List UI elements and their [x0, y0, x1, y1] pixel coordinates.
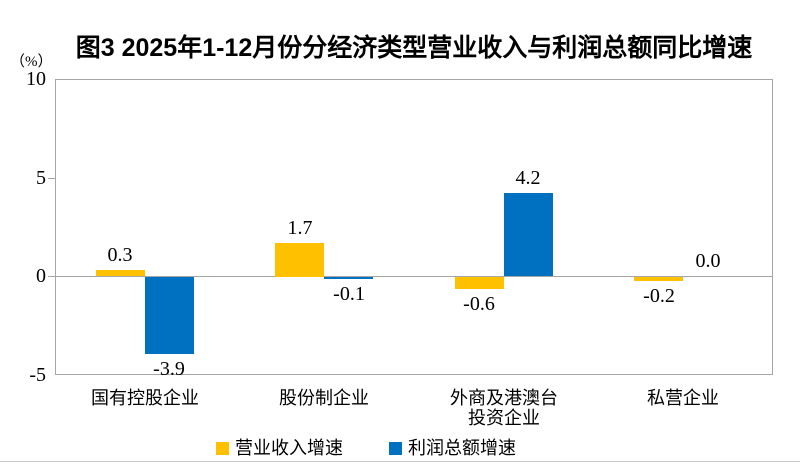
- zero-gridline: [55, 276, 773, 277]
- legend-item: 利润总额增速: [389, 437, 516, 459]
- bar-value-label: -0.1: [333, 283, 365, 305]
- x-category-label-line: 国有控股企业: [91, 388, 199, 408]
- bar-value-label: -3.9: [153, 358, 185, 380]
- legend-swatch-revenue: [216, 441, 229, 455]
- bar-profit-growth: [504, 193, 553, 276]
- y-tick-label: -5: [29, 364, 46, 386]
- x-category-label: 国有控股企业: [60, 388, 230, 408]
- bar-revenue-growth: [455, 277, 504, 289]
- bar-profit-growth: [324, 277, 373, 279]
- x-category-label-line: 外商及港澳台: [450, 388, 558, 408]
- bar-value-label: 1.7: [287, 217, 313, 239]
- bar-value-label: 0.0: [695, 250, 721, 272]
- x-category-label-line: 股份制企业: [279, 388, 369, 408]
- bar-revenue-growth: [96, 270, 145, 276]
- y-tick-mark: [48, 276, 55, 277]
- y-tick-label: 10: [26, 68, 46, 90]
- bar-profit-growth: [145, 277, 194, 354]
- bar-value-label: 0.3: [107, 244, 133, 266]
- legend: 营业收入增速 利润总额增速: [216, 437, 516, 459]
- bar-revenue-growth: [275, 243, 324, 277]
- x-category-label: 股份制企业: [239, 388, 409, 408]
- y-tick-label: 5: [36, 167, 46, 189]
- y-tick-mark: [48, 178, 55, 179]
- y-axis-unit-label: （%）: [10, 54, 53, 70]
- x-category-label: 外商及港澳台 投资企业: [419, 388, 589, 428]
- x-category-label-line: 私营企业: [647, 388, 719, 408]
- bottom-divider-line: [0, 461, 800, 462]
- x-category-label: 私营企业: [598, 388, 768, 408]
- bar-value-label: 4.2: [515, 167, 541, 189]
- legend-item: 营业收入增速: [216, 437, 343, 459]
- y-tick-label: 0: [36, 265, 46, 287]
- legend-swatch-profit: [389, 441, 402, 455]
- legend-label: 利润总额增速: [408, 438, 516, 458]
- bar-value-label: -0.6: [463, 293, 495, 315]
- bar-revenue-growth: [634, 277, 683, 281]
- x-category-label-line: 投资企业: [468, 408, 540, 428]
- bar-value-label: -0.2: [643, 285, 675, 307]
- legend-label: 营业收入增速: [235, 438, 343, 458]
- chart-title: 图3 2025年1-12月份分经济类型营业收入与利润总额同比增速: [75, 34, 753, 62]
